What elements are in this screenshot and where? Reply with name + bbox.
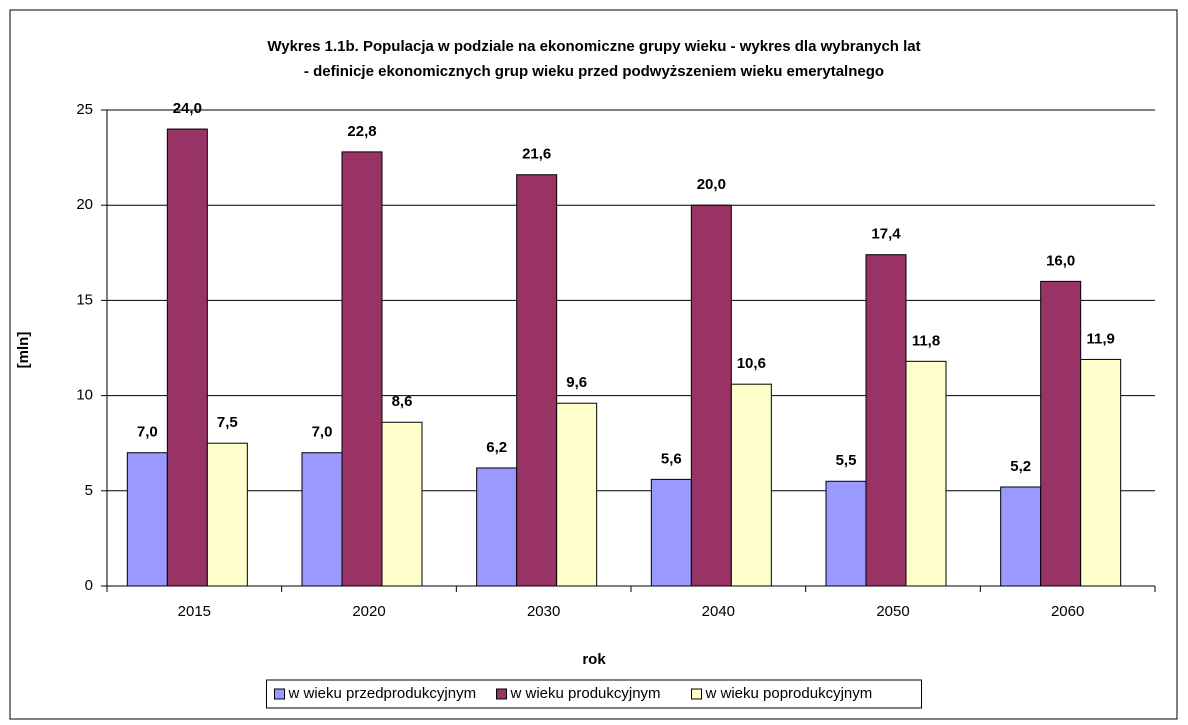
bar bbox=[650, 478, 692, 587]
bar bbox=[1080, 358, 1122, 587]
legend-swatch bbox=[274, 688, 285, 700]
data-label: 7,0 bbox=[137, 424, 158, 441]
bar bbox=[301, 452, 343, 587]
x-tick-label: 2050 bbox=[876, 603, 909, 620]
x-tick-label: 2015 bbox=[178, 603, 211, 620]
bar bbox=[556, 402, 598, 587]
legend-label: w wieku poprodukcyjnym bbox=[705, 685, 873, 702]
bar bbox=[476, 467, 518, 587]
data-label: 20,0 bbox=[697, 176, 726, 193]
x-tick-label: 2040 bbox=[702, 603, 735, 620]
data-label: 22,8 bbox=[347, 123, 376, 140]
data-label: 6,2 bbox=[486, 439, 507, 456]
y-tick-label: 0 bbox=[85, 577, 93, 594]
data-label: 5,5 bbox=[836, 452, 857, 469]
data-label: 9,6 bbox=[566, 374, 587, 391]
bar bbox=[126, 452, 168, 587]
bar bbox=[905, 360, 947, 587]
bar bbox=[381, 421, 423, 587]
y-tick-label: 15 bbox=[76, 291, 93, 308]
bar bbox=[865, 254, 907, 587]
data-label: 5,6 bbox=[661, 450, 682, 467]
bar bbox=[825, 480, 867, 587]
y-axis-label: [mln] bbox=[15, 332, 32, 369]
data-label: 24,0 bbox=[173, 100, 202, 117]
bar bbox=[166, 128, 208, 587]
data-label: 11,8 bbox=[912, 332, 940, 349]
x-tick-label: 2060 bbox=[1051, 603, 1084, 620]
x-tick-label: 2020 bbox=[352, 603, 385, 620]
legend-swatch bbox=[691, 688, 702, 700]
legend-box bbox=[266, 679, 922, 709]
chart-title: - definicje ekonomicznych grup wieku prz… bbox=[304, 63, 884, 80]
data-label: 7,0 bbox=[312, 424, 333, 441]
y-tick-label: 25 bbox=[76, 101, 93, 118]
legend-label: w wieku produkcyjnym bbox=[510, 685, 661, 702]
bar bbox=[1040, 280, 1082, 587]
bar bbox=[341, 151, 383, 587]
bar bbox=[690, 204, 732, 587]
y-tick-label: 10 bbox=[76, 387, 93, 404]
data-label: 16,0 bbox=[1046, 252, 1075, 269]
data-label: 5,2 bbox=[1010, 458, 1031, 475]
data-label: 10,6 bbox=[737, 355, 766, 372]
bar bbox=[516, 174, 558, 587]
x-axis-label: rok bbox=[582, 651, 606, 668]
chart-title: Wykres 1.1b. Populacja w podziale na eko… bbox=[267, 38, 920, 55]
bar bbox=[206, 442, 248, 587]
data-label: 11,9 bbox=[1086, 330, 1114, 347]
legend-label: w wieku przedprodukcyjnym bbox=[288, 685, 477, 702]
y-tick-label: 20 bbox=[76, 196, 93, 213]
bar bbox=[730, 383, 772, 587]
data-label: 8,6 bbox=[392, 393, 413, 410]
data-label: 17,4 bbox=[871, 226, 901, 243]
legend-swatch bbox=[496, 688, 507, 700]
y-tick-label: 5 bbox=[85, 482, 93, 499]
x-tick-label: 2030 bbox=[527, 603, 560, 620]
data-label: 7,5 bbox=[217, 414, 238, 431]
data-label: 21,6 bbox=[522, 146, 551, 163]
bar bbox=[1000, 486, 1042, 587]
